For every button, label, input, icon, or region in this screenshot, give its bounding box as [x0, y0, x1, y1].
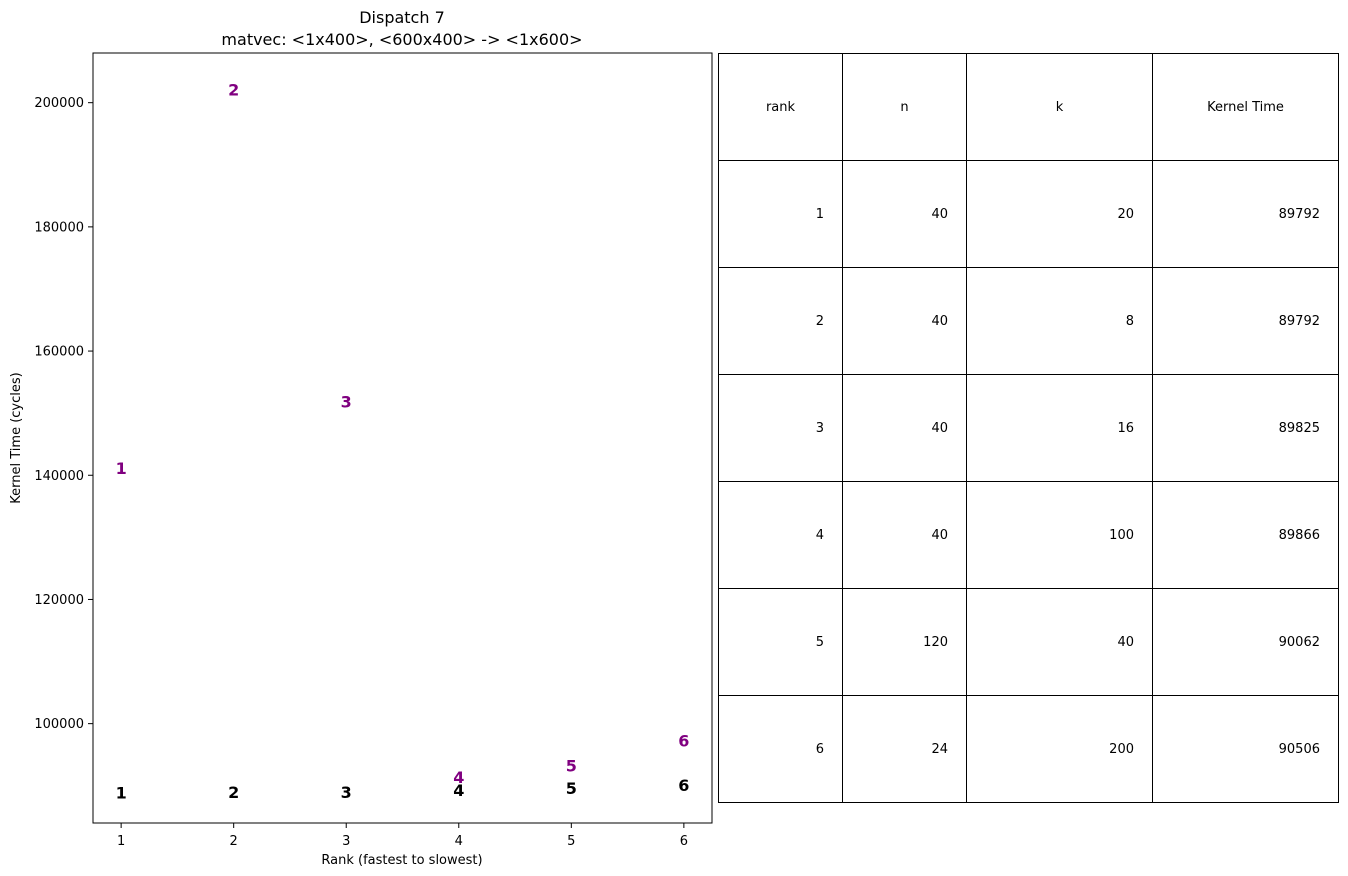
cell-kernel-time: 89866: [1152, 481, 1339, 589]
y-tick-label: 180000: [34, 220, 84, 235]
y-tick-label: 100000: [34, 717, 84, 732]
table-row: 3 40 16 89825: [718, 374, 1339, 482]
x-tick-label: 6: [680, 834, 688, 849]
table-row: 4 40 100 89866: [718, 481, 1339, 589]
data-point-label: 5: [566, 756, 577, 775]
data-point-label: 3: [341, 783, 352, 802]
y-tick-label: 200000: [34, 96, 84, 111]
y-tick-label: 140000: [34, 469, 84, 484]
table-row: 6 24 200 90506: [718, 695, 1339, 803]
data-point-label: 2: [228, 783, 239, 802]
cell-kernel-time: 90506: [1152, 695, 1339, 803]
cell-n: 40: [842, 160, 967, 268]
cell-rank: 4: [718, 481, 843, 589]
cell-rank: 1: [718, 160, 843, 268]
cell-kernel-time: 90062: [1152, 588, 1339, 696]
cell-n: 40: [842, 267, 967, 375]
cell-rank: 6: [718, 695, 843, 803]
cell-rank: 5: [718, 588, 843, 696]
x-axis-label: Rank (fastest to slowest): [321, 853, 482, 868]
cell-kernel-time: 89792: [1152, 267, 1339, 375]
header-kernel-time: Kernel Time: [1152, 53, 1339, 161]
x-tick-label: 3: [342, 834, 350, 849]
cell-n: 24: [842, 695, 967, 803]
cell-rank: 3: [718, 374, 843, 482]
data-point-labels: 1 2 3 4 5 6 1 2 3 4 5 6: [116, 81, 690, 803]
cell-rank: 2: [718, 267, 843, 375]
x-axis-ticks: 1 2 3 4 5 6: [117, 823, 688, 849]
y-axis-label: Kernel Time (cycles): [9, 372, 24, 503]
results-table: rank n k Kernel Time 1 40 20 89792 2 40 …: [718, 53, 1339, 803]
data-point-label: 4: [453, 768, 464, 787]
cell-k: 16: [966, 374, 1153, 482]
cell-k: 40: [966, 588, 1153, 696]
data-point-label: 5: [566, 779, 577, 798]
data-point-label: 3: [341, 392, 352, 411]
cell-n: 40: [842, 481, 967, 589]
plot-area-frame: [92, 52, 713, 824]
x-tick-label: 2: [230, 834, 238, 849]
table-row: 1 40 20 89792: [718, 160, 1339, 268]
data-point-label: 6: [678, 731, 689, 750]
data-point-label: 2: [228, 81, 239, 100]
y-tick-label: 120000: [34, 593, 84, 608]
cell-kernel-time: 89825: [1152, 374, 1339, 482]
data-point-label: 4: [453, 781, 464, 800]
table-row: 2 40 8 89792: [718, 267, 1339, 375]
y-axis-ticks: 100000 120000 140000 160000 180000 200000: [34, 96, 93, 732]
data-point-label: 1: [116, 784, 127, 803]
cell-k: 20: [966, 160, 1153, 268]
cell-k: 200: [966, 695, 1153, 803]
header-k: k: [966, 53, 1153, 161]
data-point-label: 6: [678, 776, 689, 795]
x-tick-label: 1: [117, 834, 125, 849]
chart-title: Dispatch 7: [359, 8, 445, 27]
header-n: n: [842, 53, 967, 161]
x-tick-label: 4: [455, 834, 463, 849]
y-tick-label: 160000: [34, 345, 84, 360]
cell-k: 100: [966, 481, 1153, 589]
data-point-label: 1: [116, 459, 127, 478]
table-header-row: rank n k Kernel Time: [718, 53, 1339, 161]
cell-n: 40: [842, 374, 967, 482]
cell-kernel-time: 89792: [1152, 160, 1339, 268]
header-rank: rank: [718, 53, 843, 161]
cell-n: 120: [842, 588, 967, 696]
table-row: 5 120 40 90062: [718, 588, 1339, 696]
x-tick-label: 5: [567, 834, 575, 849]
chart-subtitle: matvec: <1x400>, <600x400> -> <1x600>: [221, 30, 582, 49]
cell-k: 8: [966, 267, 1153, 375]
